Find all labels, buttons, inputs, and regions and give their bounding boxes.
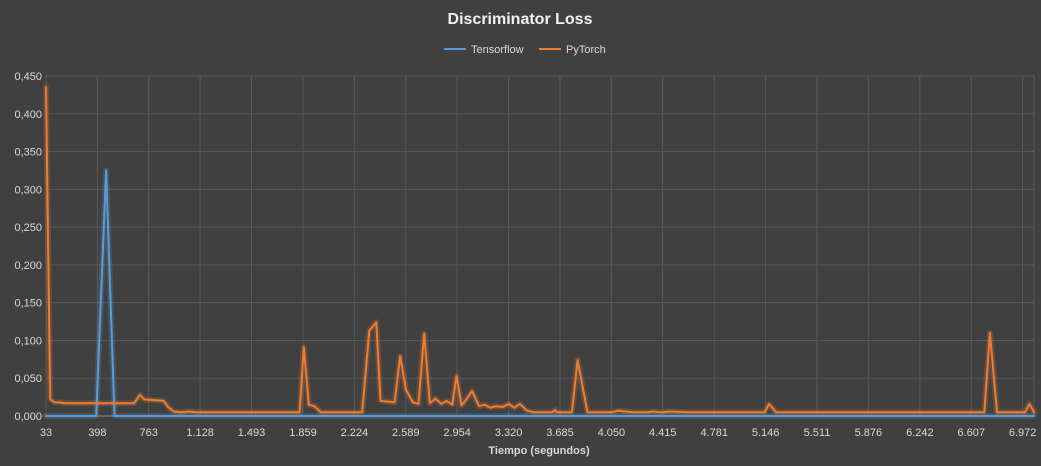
legend-label-pytorch: PyTorch: [566, 44, 606, 56]
x-tick-label: 4.415: [649, 427, 677, 439]
x-tick-label: 6.607: [957, 427, 985, 439]
y-tick-label: 0,100: [14, 335, 42, 347]
y-tick-label: 0,050: [14, 373, 42, 385]
y-tick-label: 0,250: [14, 222, 42, 234]
chart-title: Discriminator Loss: [448, 11, 593, 28]
x-tick-label: 1.493: [238, 427, 266, 439]
y-tick-label: 0,200: [14, 260, 42, 272]
x-tick-label: 4.050: [598, 427, 626, 439]
series-lines: [43, 84, 1037, 419]
x-tick-label: 1.128: [186, 427, 214, 439]
x-tick-label: 6.242: [906, 427, 934, 439]
x-tick-label: 6.972: [1009, 427, 1037, 439]
x-axis-ticks: 33 398 763 1.128 1.493 1.859 2.224 2.589 2.954 3.…: [40, 427, 1036, 439]
y-tick-label: 0,450: [14, 71, 42, 83]
x-tick-label: 1.859: [289, 427, 317, 439]
series-line-pytorch: [45, 86, 1035, 414]
x-tick-label: 3.320: [495, 427, 523, 439]
x-tick-label: 398: [88, 427, 106, 439]
x-tick-label: 4.781: [700, 427, 728, 439]
y-tick-label: 0,300: [14, 184, 42, 196]
x-axis-title: Tiempo (segundos): [488, 445, 590, 457]
x-tick-label: 3.685: [546, 427, 574, 439]
y-axis-ticks: 0,000 0,050 0,100 0,150 0,200 0,250 0,300 0,350…: [14, 71, 42, 423]
x-tick-label: 763: [140, 427, 158, 439]
x-tick-label: 2.224: [341, 427, 369, 439]
x-tick-label: 5.876: [855, 427, 883, 439]
series-line-tensorflow: [45, 169, 1035, 417]
gridlines: [45, 75, 1035, 417]
legend: Tensorflow PyTorch: [444, 44, 606, 56]
x-tick-label: 2.589: [392, 427, 420, 439]
x-tick-label: 5.511: [804, 427, 831, 439]
x-tick-label: 33: [40, 427, 52, 439]
legend-label-tensorflow: Tensorflow: [471, 44, 524, 56]
x-tick-label: 5.146: [752, 427, 780, 439]
y-tick-label: 0,150: [14, 298, 42, 310]
x-tick-label: 2.954: [443, 427, 471, 439]
y-tick-label: 0,400: [14, 109, 42, 121]
y-tick-label: 0,350: [14, 147, 42, 159]
y-tick-label: 0,000: [14, 411, 42, 423]
